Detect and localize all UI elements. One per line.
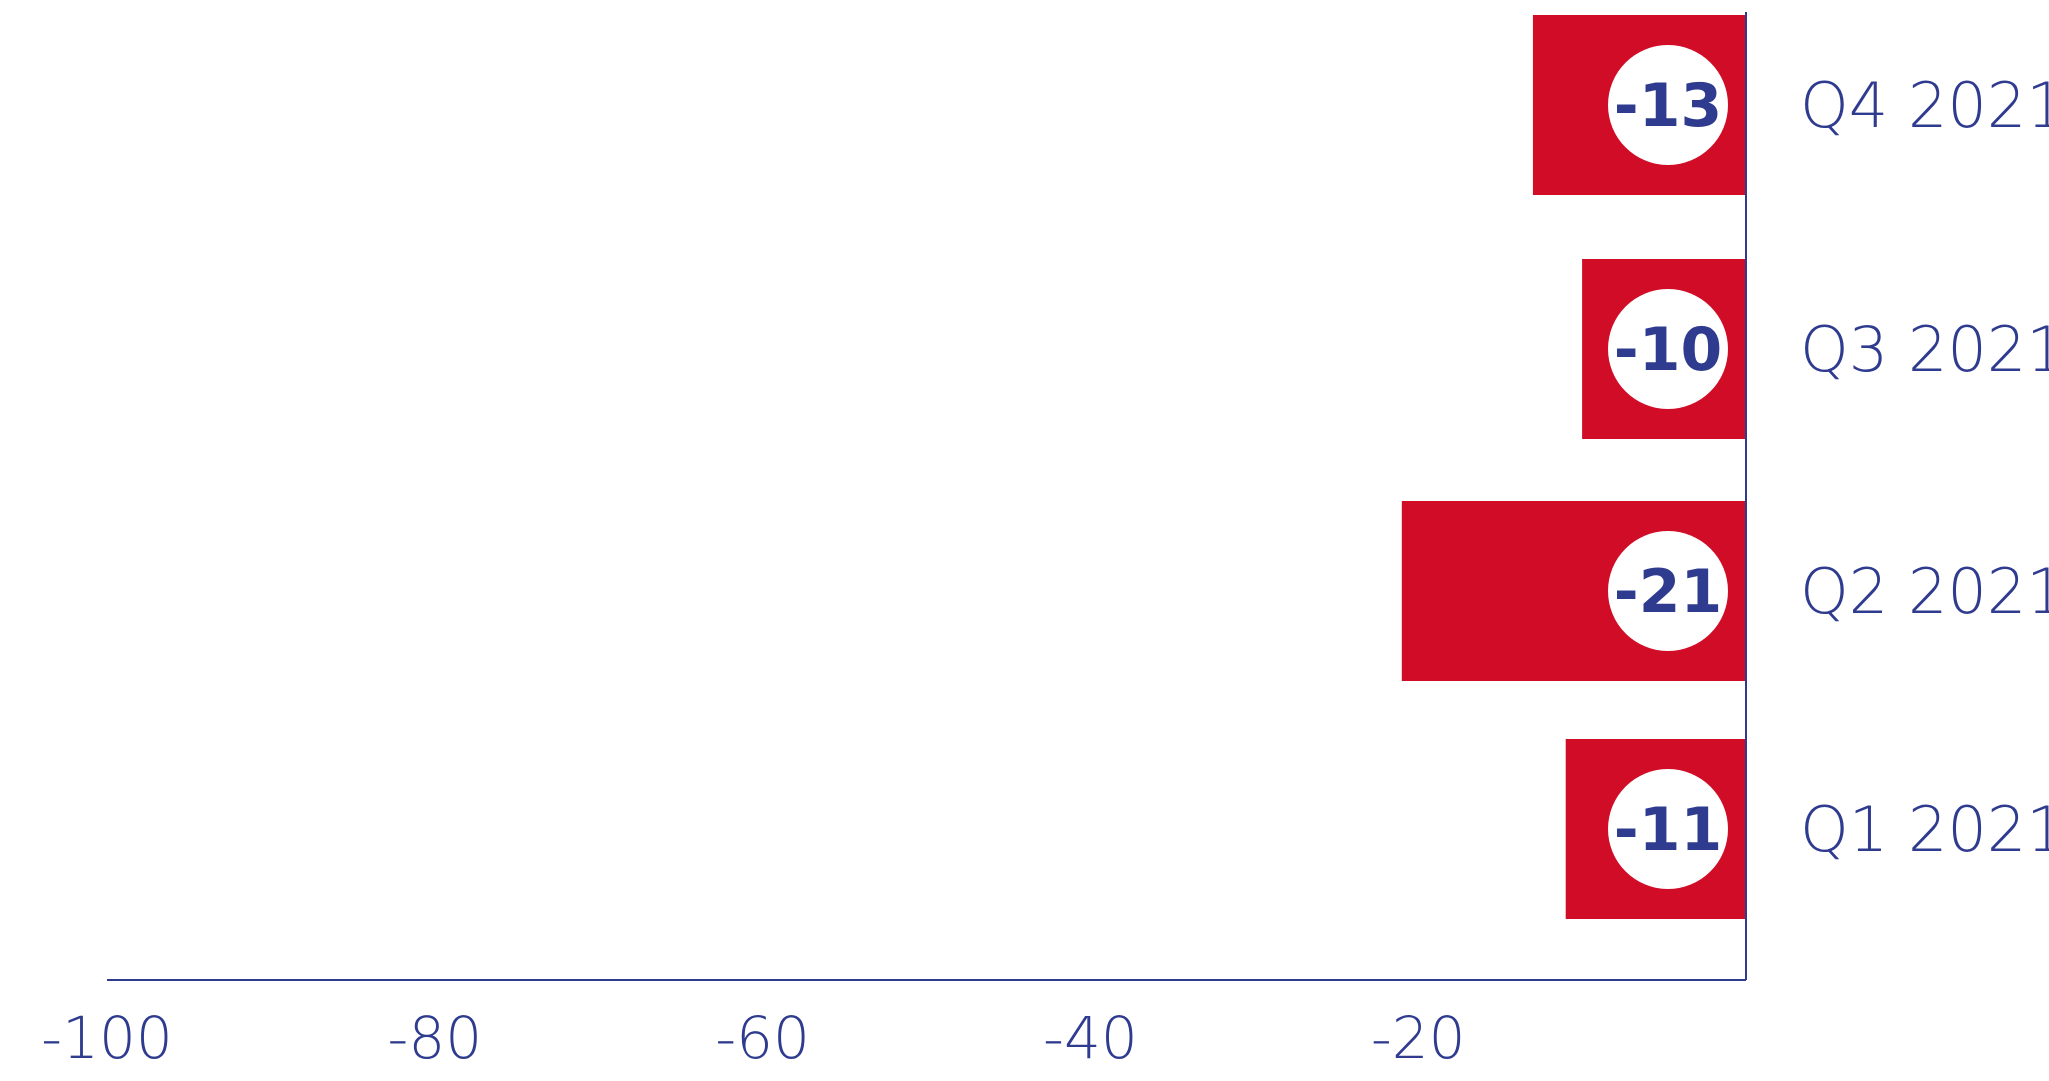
- data-label-badge: [1608, 45, 1728, 165]
- data-label: -11: [1614, 795, 1722, 865]
- category-label: Q4 2021: [1800, 69, 2049, 142]
- data-label: -21: [1614, 557, 1722, 627]
- x-tick-labels: -100 -80 -60 -40 -20: [41, 1004, 1465, 1072]
- category-label: Q3 2021: [1800, 313, 2049, 386]
- x-tick-label: -100: [41, 1004, 173, 1072]
- category-label: Q2 2021: [1800, 555, 2049, 628]
- category-label: Q1 2021: [1800, 793, 2049, 866]
- data-label-badge: [1608, 769, 1728, 889]
- bars-group: -13 -10 -21 -11: [1401, 15, 1746, 919]
- data-label: -13: [1614, 71, 1722, 141]
- data-label: -10: [1614, 315, 1722, 385]
- data-label-badge: [1608, 289, 1728, 409]
- x-tick-label: -60: [715, 1004, 810, 1072]
- category-labels: Q4 2021 Q3 2021 Q2 2021 Q1 2021: [1800, 69, 2049, 866]
- x-tick-label: -20: [1371, 1004, 1466, 1072]
- x-tick-label: -40: [1043, 1004, 1138, 1072]
- x-tick-label: -80: [387, 1004, 482, 1072]
- data-label-badge: [1608, 531, 1728, 651]
